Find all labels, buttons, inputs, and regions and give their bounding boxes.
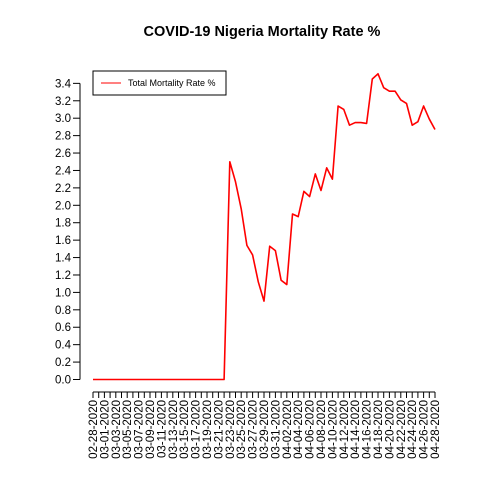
y-tick-label: 0.4 bbox=[55, 340, 72, 352]
x-tick-label: 03-17-2020 bbox=[191, 400, 203, 459]
x-tick-label: 03-11-2020 bbox=[156, 400, 168, 458]
x-tick-label: 04-10-2020 bbox=[327, 400, 339, 459]
y-tick-label: 0.6 bbox=[55, 322, 71, 334]
y-tick-label: 2.4 bbox=[55, 165, 72, 177]
y-tick-label: 0.8 bbox=[55, 305, 71, 317]
x-tick-label: 04-12-2020 bbox=[339, 400, 351, 459]
x-tick-label: 03-25-2020 bbox=[236, 400, 248, 459]
chart-title: COVID-19 Nigeria Mortality Rate % bbox=[144, 24, 381, 40]
x-tick-label: 04-08-2020 bbox=[316, 400, 328, 459]
legend-box bbox=[92, 70, 227, 96]
x-tick-label: 04-06-2020 bbox=[305, 400, 317, 459]
x-tick-label: 03-23-2020 bbox=[225, 400, 237, 459]
x-tick-label: 03-03-2020 bbox=[111, 400, 123, 459]
x-tick-label: 04-28-2020 bbox=[430, 400, 442, 459]
x-tick-label: 03-07-2020 bbox=[134, 400, 146, 459]
y-tick-label: 1.4 bbox=[55, 253, 72, 265]
x-tick-label: 03-21-2020 bbox=[213, 400, 225, 459]
x-tick-label: 03-27-2020 bbox=[248, 400, 260, 459]
y-tick-label: 3.2 bbox=[55, 96, 71, 108]
x-tick-label: 04-20-2020 bbox=[384, 400, 396, 459]
y-axis: 0.0 0.2 0.4 0.6 0.8 1.0 1.2 1.4 1.6 1.8 2.0 2.2 2.4 2… bbox=[55, 78, 81, 387]
y-tick-label: 2.0 bbox=[55, 200, 71, 212]
x-tick-label: 04-14-2020 bbox=[350, 400, 362, 459]
x-tick-label: 04-18-2020 bbox=[373, 400, 385, 459]
y-tick-label: 0.0 bbox=[55, 375, 71, 387]
x-tick-label: 04-26-2020 bbox=[419, 400, 431, 459]
x-axis: 02-28-2020 03-01-2020 03-03-2020 03-05-2020… bbox=[88, 391, 442, 459]
x-tick-label: 03-01-2020 bbox=[99, 400, 111, 459]
y-tick-label: 2.8 bbox=[55, 131, 71, 143]
y-tick-label: 1.0 bbox=[55, 287, 71, 299]
x-tick-label: 03-09-2020 bbox=[145, 400, 157, 459]
x-tick-label: 04-04-2020 bbox=[293, 400, 305, 459]
x-tick-label: 04-22-2020 bbox=[396, 400, 408, 459]
x-tick-label: 02-28-2020 bbox=[88, 400, 100, 459]
y-tick-label: 1.8 bbox=[55, 218, 71, 230]
y-tick-label: 0.2 bbox=[55, 357, 71, 369]
x-tick-label: 03-05-2020 bbox=[122, 400, 134, 459]
y-tick-label: 3.4 bbox=[55, 78, 72, 90]
y-tick-label: 3.0 bbox=[55, 113, 71, 125]
y-tick-label: 1.2 bbox=[55, 270, 71, 282]
x-tick-label: 03-19-2020 bbox=[202, 400, 214, 459]
x-tick-label: 03-13-2020 bbox=[168, 400, 180, 459]
x-tick-label: 03-31-2020 bbox=[270, 400, 282, 459]
x-tick-label: 03-29-2020 bbox=[259, 400, 271, 459]
x-tick-label: 04-16-2020 bbox=[362, 400, 374, 459]
x-tick-label: 04-24-2020 bbox=[407, 400, 419, 459]
x-tick-label: 04-02-2020 bbox=[282, 400, 294, 459]
series-layer bbox=[93, 72, 436, 381]
x-tick-label: 03-15-2020 bbox=[179, 400, 191, 459]
series-line bbox=[93, 72, 436, 381]
legend: Total Mortality Rate % bbox=[92, 70, 227, 96]
y-tick-label: 1.6 bbox=[55, 235, 71, 247]
y-tick-label: 2.6 bbox=[55, 148, 71, 160]
legend-label: Total Mortality Rate % bbox=[128, 78, 216, 88]
y-tick-label: 2.2 bbox=[55, 183, 71, 195]
